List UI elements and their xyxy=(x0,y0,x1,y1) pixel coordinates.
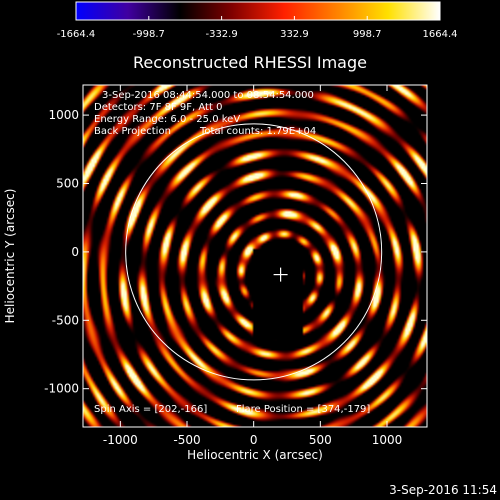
y-tick-label: 0 xyxy=(71,245,79,259)
x-axis-label: Heliocentric X (arcsec) xyxy=(187,448,323,462)
x-tick-label: 0 xyxy=(250,433,258,447)
axis-ticks: -1000 -500 0 500 1000 -1000 -500 0 500 1000 xyxy=(44,85,427,447)
annotation-energy: Energy Range: 6.0 - 25.0 keV xyxy=(94,114,240,125)
colorbar-tick-label: 1664.4 xyxy=(423,29,458,40)
colorbar-tick-label: 998.7 xyxy=(353,29,382,40)
annotations: 3-Sep-2016 08:44:54.000 to 08:54:54.000 … xyxy=(94,90,370,415)
y-tick-label: -1000 xyxy=(44,382,79,396)
y-tick-label: 500 xyxy=(56,176,79,190)
y-tick-label: 1000 xyxy=(48,108,79,122)
colorbar-tick-label: -1664.4 xyxy=(57,29,96,40)
x-tick-label: 1000 xyxy=(372,433,403,447)
annotation-spin-axis: Spin Axis = [202,-166] xyxy=(94,404,207,415)
colorbar-tick-label: 332.9 xyxy=(280,29,309,40)
plot-frame xyxy=(82,84,428,428)
timestamp: 3-Sep-2016 11:54 xyxy=(389,483,497,497)
colorbar-tick-label: -998.7 xyxy=(133,29,165,40)
plot-area: -1000 -500 0 500 1000 -1000 -500 0 500 1000 xyxy=(44,84,428,447)
heatmap-image xyxy=(83,85,427,427)
annotation-method: Back Projection xyxy=(94,126,171,137)
colorbar-ticks: -1664.4 -998.7 -332.9 332.9 998.7 1664.4 xyxy=(57,16,458,40)
x-tick-label: -500 xyxy=(173,433,200,447)
annotation-time-range: 3-Sep-2016 08:44:54.000 to 08:54:54.000 xyxy=(102,90,314,101)
x-tick-label: -1000 xyxy=(103,433,138,447)
flare-marker-icon xyxy=(273,267,288,282)
y-axis-label: Heliocentric Y (arcsec) xyxy=(3,189,17,324)
colorbar-strip xyxy=(75,1,441,21)
annotation-detectors: Detectors: 7F 8F 9F, Att 0 xyxy=(94,102,222,113)
colorbar-tick-label: -332.9 xyxy=(205,29,237,40)
annotation-counts: Total counts: 1.79E+04 xyxy=(199,126,316,137)
annotation-flare-position: Flare Position = [374,-179] xyxy=(236,404,370,415)
x-tick-label: 500 xyxy=(309,433,332,447)
chart-title: Reconstructed RHESSI Image xyxy=(133,53,367,72)
solar-limb-circle xyxy=(125,123,383,381)
y-tick-label: -500 xyxy=(52,313,79,327)
colorbar: -1664.4 -998.7 -332.9 332.9 998.7 1664.4 xyxy=(57,1,458,40)
